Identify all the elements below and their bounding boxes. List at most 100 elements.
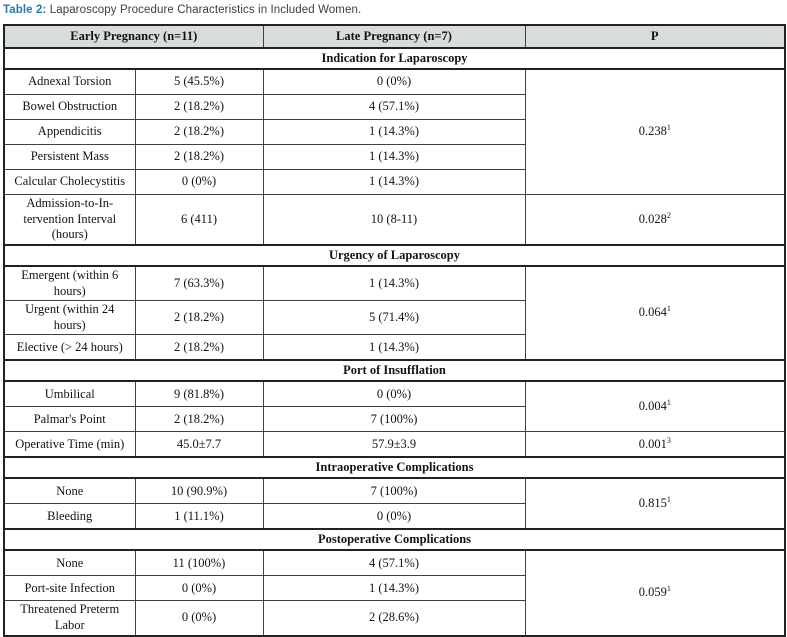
section-header-row: Intraoperative Complications (3, 456, 786, 480)
table-row: Port-site Infection 0 (0%) 1 (14.3%) (3, 575, 785, 602)
late-pregnancy-value: 5 (71.4%) (262, 300, 526, 336)
table-caption-number: Table 2: (3, 4, 47, 16)
p-value-footnote-marker: 3 (666, 435, 671, 445)
p-value-footnote-marker: 1 (666, 397, 671, 407)
row-label: Umbilical (3, 380, 136, 408)
p-value-footnote-marker: 1 (666, 304, 671, 314)
table-row: Adnexal Torsion 5 (45.5%) 0 (0%) 0.2381 (3, 68, 786, 195)
early-pregnancy-value: 2 (18.2%) (134, 334, 264, 361)
early-pregnancy-value: 2 (18.2%) (134, 300, 264, 336)
row-label: Admission-to-In-tervention Interval (hou… (3, 193, 136, 246)
row-label: Emergent (within 6 hours) (3, 265, 136, 302)
late-pregnancy-value: 1 (14.3%) (262, 334, 526, 361)
table-row: Appendicitis 2 (18.2%) 1 (14.3%) (3, 119, 785, 145)
early-pregnancy-value: 2 (18.2%) (134, 119, 264, 145)
early-pregnancy-value: 1 (11.1%) (134, 503, 264, 530)
early-pregnancy-value: 0 (0%) (134, 575, 264, 602)
row-label: None (3, 477, 136, 505)
early-pregnancy-value: 2 (18.2%) (134, 406, 264, 433)
early-pregnancy-value: 7 (63.3%) (134, 265, 264, 302)
section-title: Indication for Laparoscopy (3, 47, 786, 70)
early-pregnancy-value: 45.0±7.7 (134, 431, 264, 458)
row-label: Bowel Obstruction (3, 94, 136, 120)
p-value-footnote-marker: 1 (666, 494, 671, 504)
table-body: Indication for Laparoscopy Adnexal Torsio… (3, 47, 786, 637)
table-caption: Table 2: Laparoscopy Procedure Character… (3, 4, 785, 16)
row-label: Bleeding (3, 503, 136, 530)
row-label: Persistent Mass (3, 144, 136, 170)
section-header-row: Postoperative Complications (3, 528, 786, 552)
p-value: 0.0013 (524, 431, 786, 458)
section-header-row: Urgency of Laparoscopy (3, 243, 786, 267)
row-label: Operative Time (min) (3, 431, 136, 458)
table-row: Urgent (within 24 hours) 2 (18.2%) 5 (71.4… (3, 300, 785, 336)
section-title: Postoperative Complications (3, 528, 786, 552)
table-row: Emergent (within 6 hours) 7 (63.3%) 1 (14.… (3, 265, 786, 361)
row-label: Palmar's Point (3, 406, 136, 433)
row-label: Calcular Cholecystitis (3, 169, 136, 195)
early-pregnancy-value: 6 (411) (134, 193, 264, 246)
section-header-row: Indication for Laparoscopy (3, 47, 786, 70)
table-row: Umbilical 9 (81.8%) 0 (0%) 0.0041 (3, 380, 786, 433)
early-pregnancy-value: 10 (90.9%) (134, 477, 264, 505)
table-row: Bleeding 1 (11.1%) 0 (0%) (3, 503, 785, 530)
early-pregnancy-value: 9 (81.8%) (134, 380, 264, 408)
column-header-early-pregnancy: Early Pregnancy (n=11) (3, 24, 264, 49)
late-pregnancy-value: 1 (14.3%) (262, 265, 526, 302)
table-row: None 10 (90.9%) 7 (100%) 0.8151 (3, 477, 786, 530)
late-pregnancy-value: 1 (14.3%) (262, 169, 526, 195)
p-value-footnote-marker: 1 (666, 584, 671, 594)
header-row: Early Pregnancy (n=11) Late Pregnancy (n… (3, 24, 786, 49)
early-pregnancy-value: 0 (0%) (134, 169, 264, 195)
p-value-footnote-marker: 2 (666, 210, 671, 220)
p-value: 0.0041 (524, 380, 786, 433)
laparoscopy-characteristics-table: Early Pregnancy (n=11) Late Pregnancy (n… (3, 24, 786, 637)
table-row: Calcular Cholecystitis 0 (0%) 1 (14.3%) (3, 169, 785, 195)
early-pregnancy-value: 11 (100%) (134, 549, 264, 577)
p-value-footnote-marker: 1 (666, 123, 671, 133)
table-header: Early Pregnancy (n=11) Late Pregnancy (n… (3, 24, 786, 49)
table-row: Palmar's Point 2 (18.2%) 7 (100%) (3, 406, 785, 433)
late-pregnancy-value: 0 (0%) (262, 380, 526, 408)
early-pregnancy-value: 2 (18.2%) (134, 94, 264, 120)
row-label: None (3, 549, 136, 577)
table-row: Admission-to-In-tervention Interval (hou… (3, 193, 786, 246)
early-pregnancy-value: 0 (0%) (134, 600, 264, 637)
late-pregnancy-value: 4 (57.1%) (262, 94, 526, 120)
row-label: Appendicitis (3, 119, 136, 145)
p-value: 0.8151 (524, 477, 786, 530)
p-value: 0.2381 (524, 68, 786, 195)
section-header-row: Port of Insufflation (3, 359, 786, 383)
late-pregnancy-value: 0 (0%) (262, 68, 526, 95)
row-label: Threatened Preterm Labor (3, 600, 136, 637)
late-pregnancy-value: 57.9±3.9 (262, 431, 526, 458)
table-row: None 11 (100%) 4 (57.1%) 0.0591 (3, 549, 786, 637)
p-value: 0.0641 (524, 265, 786, 361)
column-header-p: P (524, 24, 786, 49)
early-pregnancy-value: 5 (45.5%) (134, 68, 264, 95)
row-label: Port-site Infection (3, 575, 136, 602)
p-value: 0.0591 (524, 549, 786, 637)
late-pregnancy-value: 7 (100%) (262, 406, 526, 433)
column-header-late-pregnancy: Late Pregnancy (n=7) (262, 24, 526, 49)
table-caption-text: Laparoscopy Procedure Characteristics in… (49, 4, 362, 16)
late-pregnancy-value: 10 (8-11) (262, 193, 526, 246)
section-title: Urgency of Laparoscopy (3, 243, 786, 267)
late-pregnancy-value: 1 (14.3%) (262, 119, 526, 145)
late-pregnancy-value: 1 (14.3%) (262, 144, 526, 170)
late-pregnancy-value: 7 (100%) (262, 477, 526, 505)
table-row: Operative Time (min) 45.0±7.7 57.9±3.9 0.00… (3, 431, 786, 458)
late-pregnancy-value: 1 (14.3%) (262, 575, 526, 602)
late-pregnancy-value: 2 (28.6%) (262, 600, 526, 637)
row-label: Urgent (within 24 hours) (3, 300, 136, 336)
section-title: Port of Insufflation (3, 359, 786, 383)
row-label: Adnexal Torsion (3, 68, 136, 95)
early-pregnancy-value: 2 (18.2%) (134, 144, 264, 170)
late-pregnancy-value: 4 (57.1%) (262, 549, 526, 577)
section-title: Intraoperative Complications (3, 456, 786, 480)
p-value: 0.0282 (524, 193, 786, 246)
table-row: Persistent Mass 2 (18.2%) 1 (14.3%) (3, 144, 785, 170)
late-pregnancy-value: 0 (0%) (262, 503, 526, 530)
row-label: Elective (> 24 hours) (3, 334, 136, 361)
